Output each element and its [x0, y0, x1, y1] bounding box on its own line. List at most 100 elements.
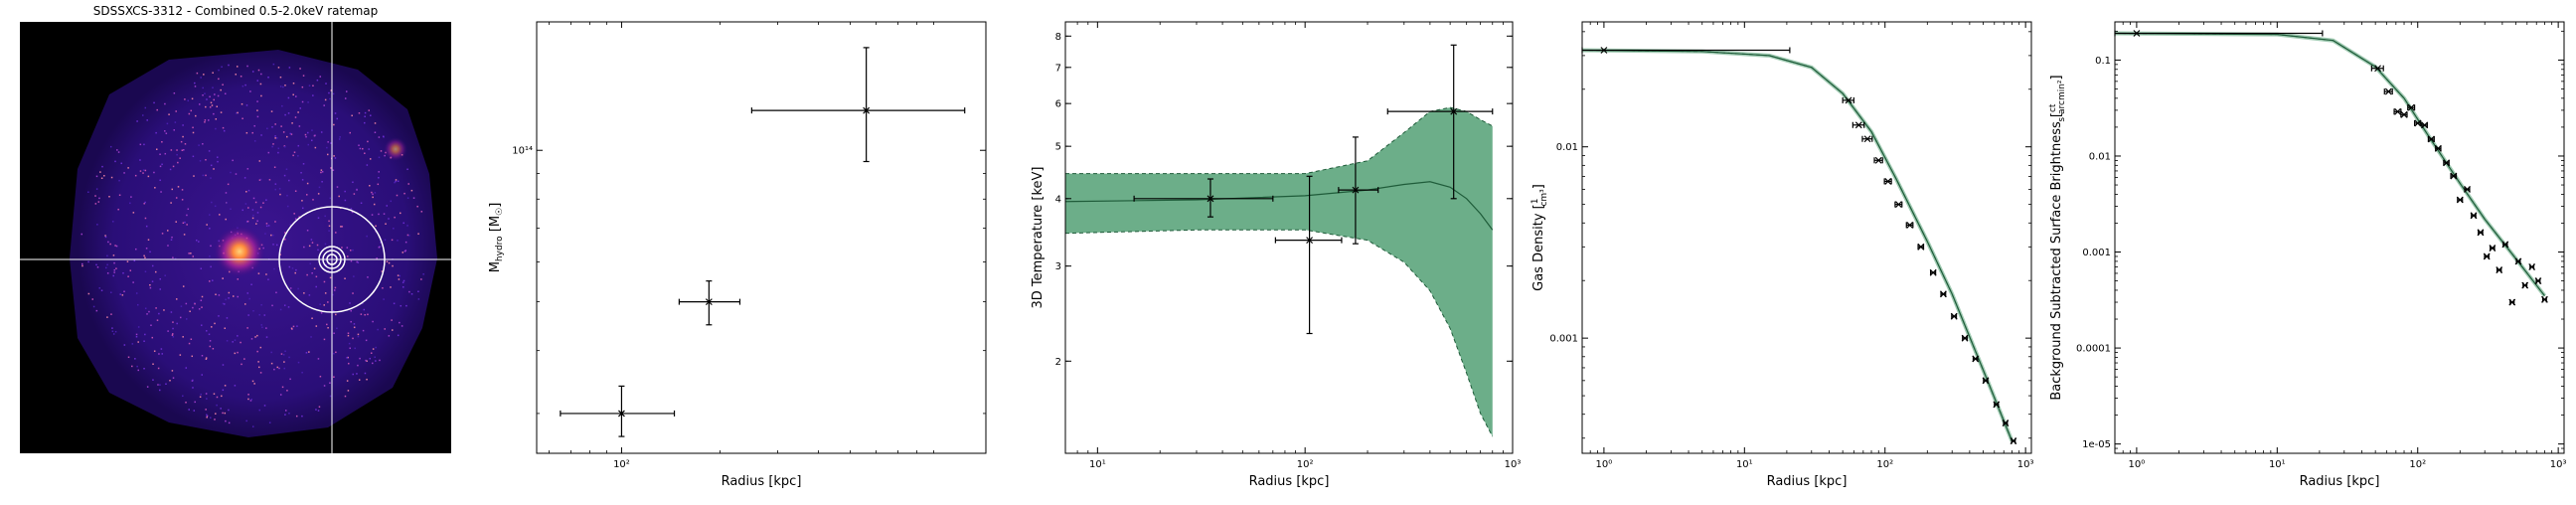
mass-point-marker	[705, 298, 713, 306]
brightness-data-point	[2427, 135, 2435, 143]
ratemap-photon	[210, 177, 212, 179]
ratemap-photon	[374, 356, 376, 359]
ratemap-photon	[301, 85, 304, 88]
ratemap-photon	[237, 111, 239, 114]
temperature-y-tick-label: 2	[1055, 357, 1061, 368]
ratemap-photon	[117, 208, 119, 211]
ratemap-photon	[410, 189, 413, 192]
ratemap-photon	[180, 305, 183, 307]
ratemap-photon	[127, 275, 129, 277]
ratemap-photon	[317, 358, 320, 360]
ratemap-photon	[153, 350, 156, 352]
ratemap-photon	[315, 275, 318, 278]
ratemap-photon	[127, 167, 129, 169]
ratemap-photon	[344, 97, 347, 99]
ratemap-photon	[283, 361, 285, 363]
ratemap-photon	[406, 234, 409, 237]
ratemap-photon	[163, 309, 165, 311]
ratemap-photon	[237, 335, 239, 337]
ratemap-photon	[253, 140, 256, 142]
temperature-uncertainty-band	[1065, 107, 1493, 437]
ratemap-photon	[265, 225, 268, 228]
ratemap-photon	[87, 191, 89, 194]
ratemap-photon	[194, 401, 196, 404]
ratemap-photon	[348, 342, 351, 345]
ratemap-photon	[207, 119, 210, 121]
ratemap-photon	[289, 378, 291, 381]
brightness-point-marker	[2374, 65, 2381, 73]
ratemap-photon	[406, 225, 408, 227]
ratemap-photon	[225, 298, 227, 301]
ratemap-photon	[129, 202, 131, 205]
density-point-marker	[2002, 420, 2010, 426]
ratemap-photon	[172, 336, 175, 338]
ratemap-photon	[200, 324, 203, 326]
ratemap-photon	[335, 232, 337, 234]
ratemap-photon	[187, 99, 190, 102]
ratemap-photon	[202, 94, 204, 96]
brightness-point-marker	[2421, 121, 2429, 129]
ratemap-photon	[101, 165, 103, 168]
ratemap-photon	[154, 187, 156, 189]
ratemap-photon	[334, 286, 337, 289]
ratemap-photon	[369, 185, 371, 187]
ratemap-photon	[288, 265, 291, 268]
ratemap-photon	[312, 199, 314, 201]
ratemap-photon	[203, 74, 205, 76]
ratemap-photon	[98, 287, 101, 289]
ratemap-photon	[273, 166, 276, 168]
ratemap-photon	[402, 286, 404, 288]
ratemap-photon	[302, 75, 305, 77]
ratemap-photon	[260, 94, 262, 97]
brightness-ticks: 10⁰ 10¹ 10² 10³ 0.1 0.01 0.001 0.0001 1e-05	[2076, 22, 2567, 470]
ratemap-photon	[291, 328, 293, 330]
ratemap-photon	[205, 393, 208, 395]
ratemap-photon	[104, 235, 106, 237]
ratemap-photon	[205, 358, 208, 360]
ratemap-photon	[210, 265, 212, 268]
ratemap-photon	[293, 151, 296, 153]
ratemap-photon	[330, 142, 332, 144]
density-model-edge	[1581, 49, 2012, 441]
ratemap-photon	[164, 130, 166, 132]
ratemap-photon	[334, 112, 337, 114]
ratemap-photon	[295, 95, 297, 97]
ratemap-photon	[237, 351, 239, 354]
ratemap-photon	[226, 202, 228, 204]
ratemap-photon	[259, 178, 262, 181]
ratemap-photon	[357, 333, 360, 336]
ratemap-region-outer	[278, 206, 386, 313]
ratemap-photon	[372, 348, 375, 350]
ratemap-photon	[401, 325, 403, 327]
ratemap-photon	[402, 252, 404, 253]
ratemap-photon	[218, 69, 220, 72]
ratemap-photon	[228, 291, 231, 294]
ratemap-photon	[417, 298, 420, 300]
ratemap-photon	[254, 336, 256, 338]
ratemap-photon	[394, 181, 396, 184]
temperature-axes-frame	[1064, 21, 1514, 454]
ratemap-photon	[157, 384, 159, 386]
density-point-marker	[1884, 178, 1892, 185]
ratemap-photon	[329, 276, 332, 279]
ratemap-photon	[230, 208, 232, 210]
brightness-data-point	[2496, 266, 2503, 274]
ratemap-photon	[113, 261, 115, 264]
ratemap-photon	[378, 247, 381, 249]
ratemap-photon	[406, 197, 409, 199]
ratemap-photon	[198, 241, 200, 243]
ratemap-photon	[350, 320, 352, 323]
ratemap-photon	[117, 151, 120, 153]
ratemap-photon	[204, 92, 206, 94]
ratemap-photon	[402, 279, 405, 282]
brightness-point-marker	[2464, 186, 2471, 193]
ratemap-photon	[96, 266, 99, 268]
ratemap-photon	[190, 338, 193, 340]
ratemap-photon	[403, 192, 405, 195]
brightness-point-marker	[2470, 212, 2478, 220]
density-points	[1581, 47, 2017, 445]
ratemap-photon	[243, 358, 245, 360]
ratemap-photon	[250, 283, 252, 286]
ratemap-photon	[254, 201, 257, 204]
ratemap-photon	[311, 317, 313, 319]
